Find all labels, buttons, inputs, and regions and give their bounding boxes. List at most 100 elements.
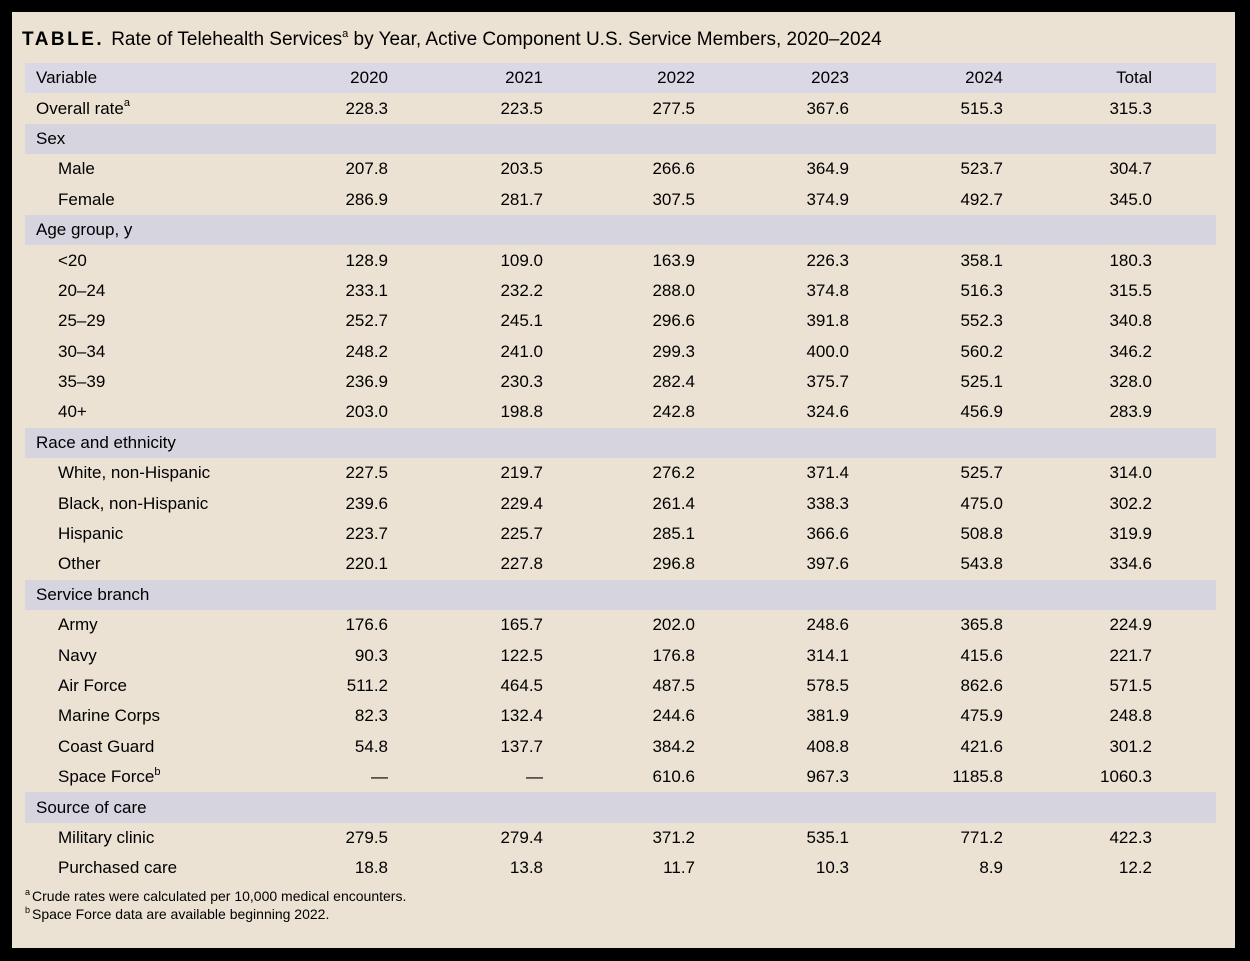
- footnotes: a Crude rates were calculated per 10,000 …: [25, 887, 406, 923]
- row-label: Purchased care: [58, 858, 178, 878]
- value-cell: 307.5: [652, 189, 695, 209]
- table-body: Overall ratea 228.3 223.5 277.5 367.6 515.3 31…: [25, 93, 1216, 883]
- row-label: Female: [58, 189, 115, 209]
- value-cell: 223.5: [500, 98, 543, 118]
- table-header-row: Variable 2020 2021 2022 2023 2024 Total: [25, 63, 1216, 94]
- value-cell: 266.6: [652, 159, 695, 179]
- table-row: Black, non-Hispanic 239.6 229.4 261.4 338.3 4…: [25, 488, 1216, 518]
- value-cell: 523.7: [960, 159, 1003, 179]
- value-cell: 54.8: [354, 736, 388, 756]
- footnote-b-text: Space Force data are available beginning…: [32, 906, 330, 922]
- table-row: Marine Corps 82.3 132.4 244.6 381.9 475.9 248.…: [25, 701, 1216, 731]
- value-cell: 384.2: [652, 736, 695, 756]
- section-row: Race and ethnicity: [25, 427, 1216, 459]
- footnote-b-marker: b: [25, 905, 31, 916]
- value-cell: 475.9: [960, 706, 1003, 726]
- value-cell: 137.7: [500, 736, 543, 756]
- value-cell: 340.8: [1109, 311, 1152, 331]
- value-cell: 176.6: [345, 615, 388, 635]
- value-cell: 225.7: [500, 524, 543, 544]
- value-cell: 248.8: [1109, 706, 1152, 726]
- value-cell: 571.5: [1109, 676, 1152, 695]
- row-label: Military clinic: [58, 827, 155, 847]
- footnote-a-marker: a: [25, 887, 31, 898]
- value-cell: 366.6: [806, 524, 849, 544]
- value-cell: 374.8: [806, 280, 849, 300]
- value-cell: 328.0: [1109, 372, 1152, 392]
- value-cell: 239.6: [345, 493, 388, 513]
- row-label: White, non-Hispanic: [58, 463, 211, 483]
- value-cell: 203.5: [500, 159, 543, 179]
- value-cell: 397.6: [806, 554, 849, 574]
- row-label: Army: [58, 615, 98, 635]
- value-cell: 299.3: [652, 341, 695, 361]
- table-row: Space Forceb — — 610.6 967.3 1185.8 1060.3: [25, 762, 1216, 792]
- value-cell: 230.3: [500, 372, 543, 392]
- value-cell: 8.9: [979, 858, 1003, 878]
- section-label: Sex: [25, 123, 1216, 155]
- row-label: 35–39: [58, 372, 106, 392]
- table-title-rest: by Year, Active Component U.S. Service M…: [348, 29, 882, 50]
- value-cell: 220.1: [345, 554, 388, 574]
- value-cell: 492.7: [960, 189, 1003, 209]
- row-label: Space Forceb: [58, 765, 161, 787]
- value-cell: 233.1: [345, 280, 388, 300]
- table-page: TABLE. Rate of Telehealth Servicesa by Ye…: [12, 12, 1235, 948]
- value-cell: 245.1: [500, 311, 543, 331]
- row-label-superscript: b: [154, 765, 161, 778]
- value-cell: 400.0: [806, 341, 849, 361]
- value-cell: 286.9: [345, 189, 388, 209]
- value-cell: 543.8: [960, 554, 1003, 574]
- value-cell: 285.1: [652, 524, 695, 544]
- value-cell: 12.2: [1118, 858, 1152, 878]
- value-cell: 381.9: [806, 706, 849, 726]
- table-title: TABLE. Rate of Telehealth Servicesa by Ye…: [22, 28, 882, 52]
- table-title-superscript: a: [342, 27, 349, 40]
- value-cell: 241.0: [500, 341, 543, 361]
- row-label: Navy: [58, 645, 97, 665]
- table-row: Coast Guard 54.8 137.7 384.2 408.8 421.6 301.2: [25, 732, 1216, 762]
- row-label: <20: [58, 250, 87, 270]
- value-cell: 324.6: [806, 402, 849, 422]
- value-cell: 180.3: [1109, 250, 1152, 270]
- column-header-2021: 2021: [390, 63, 545, 94]
- value-cell: 296.6: [652, 311, 695, 331]
- row-label: Marine Corps: [58, 706, 161, 726]
- value-cell: 367.6: [806, 98, 849, 118]
- value-cell: 408.8: [806, 736, 849, 756]
- value-cell: 456.9: [960, 402, 1003, 422]
- section-label: Age group, y: [25, 214, 1216, 246]
- value-cell: 13.8: [509, 858, 543, 878]
- value-cell: 304.7: [1109, 159, 1152, 179]
- value-cell: 279.4: [500, 827, 543, 847]
- value-cell: 232.2: [500, 280, 543, 300]
- row-label: 25–29: [58, 311, 106, 331]
- column-header-2023: 2023: [697, 63, 851, 94]
- value-cell: 228.3: [345, 98, 388, 118]
- telehealth-rate-table: Variable 2020 2021 2022 2023 2024 Total …: [25, 63, 1216, 884]
- value-cell: 1060.3: [1100, 767, 1152, 787]
- value-cell: 338.3: [806, 493, 849, 513]
- row-label: Air Force: [58, 676, 127, 695]
- value-cell: 314.0: [1109, 463, 1152, 483]
- value-cell: 207.8: [345, 159, 388, 179]
- value-cell: 334.6: [1109, 554, 1152, 574]
- value-cell: 109.0: [500, 250, 543, 270]
- column-header-2022: 2022: [545, 63, 697, 94]
- footnote-a: a Crude rates were calculated per 10,000 …: [25, 887, 406, 905]
- value-cell: 391.8: [806, 311, 849, 331]
- value-cell: 302.2: [1109, 493, 1152, 513]
- value-cell: 248.2: [345, 341, 388, 361]
- table-row: <20 128.9 109.0 163.9 226.3 358.1 180.3: [25, 245, 1216, 275]
- column-header-total: Total: [1005, 63, 1216, 94]
- table-row: 40+ 203.0 198.8 242.8 324.6 456.9 283.9: [25, 397, 1216, 427]
- value-cell: 560.2: [960, 341, 1003, 361]
- value-cell: 610.6: [652, 767, 695, 787]
- value-cell: 487.5: [652, 676, 695, 695]
- value-cell: 219.7: [500, 463, 543, 483]
- table-row: 30–34 248.2 241.0 299.3 400.0 560.2 346.2: [25, 337, 1216, 367]
- footnote-a-text: Crude rates were calculated per 10,000 m…: [32, 888, 407, 904]
- value-cell: 277.5: [652, 98, 695, 118]
- value-cell: 10.3: [815, 858, 849, 878]
